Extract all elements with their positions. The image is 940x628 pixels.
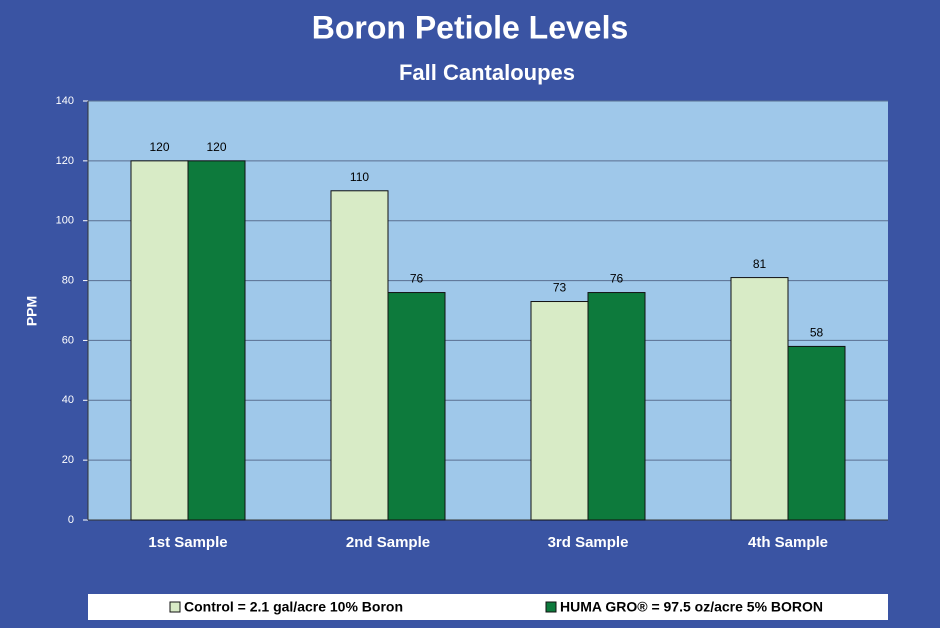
bar [587,292,646,521]
bar [530,301,589,521]
y-tick-label: 120 [56,155,74,167]
x-tick-label: 4th Sample [748,534,828,551]
y-tick-label: 20 [62,454,74,466]
data-label: 81 [753,257,767,271]
y-tick-label: 140 [56,95,74,107]
legend [88,594,888,620]
legend-label: HUMA GRO® = 97.5 oz/acre 5% BORON [560,599,823,615]
legend-swatch [169,601,181,613]
y-tick-label: 100 [56,215,74,227]
data-label: 110 [350,170,369,184]
legend-swatch [545,601,557,613]
bar [187,160,246,521]
y-tick-label: 0 [68,514,74,526]
x-tick-label: 1st Sample [148,534,227,551]
chart-title: Boron Petiole Levels [312,9,629,45]
x-tick-label: 2nd Sample [346,534,430,551]
data-label: 58 [810,326,824,340]
bar [730,277,789,521]
y-tick-label: 40 [62,394,74,406]
bar [130,160,189,521]
y-tick-label: 80 [62,274,74,286]
bar [330,190,389,521]
data-label: 76 [410,272,424,286]
data-label: 76 [610,272,624,286]
data-label: 120 [206,140,226,154]
bar [787,345,846,521]
y-axis-label: PPM [24,296,40,326]
legend-label: Control = 2.1 gal/acre 10% Boron [184,599,403,615]
data-label: 120 [149,140,169,154]
data-label: 73 [553,281,567,295]
y-tick-label: 60 [62,334,74,346]
bar [387,292,446,521]
chart-subtitle: Fall Cantaloupes [399,60,575,85]
x-tick-label: 3rd Sample [548,534,629,551]
